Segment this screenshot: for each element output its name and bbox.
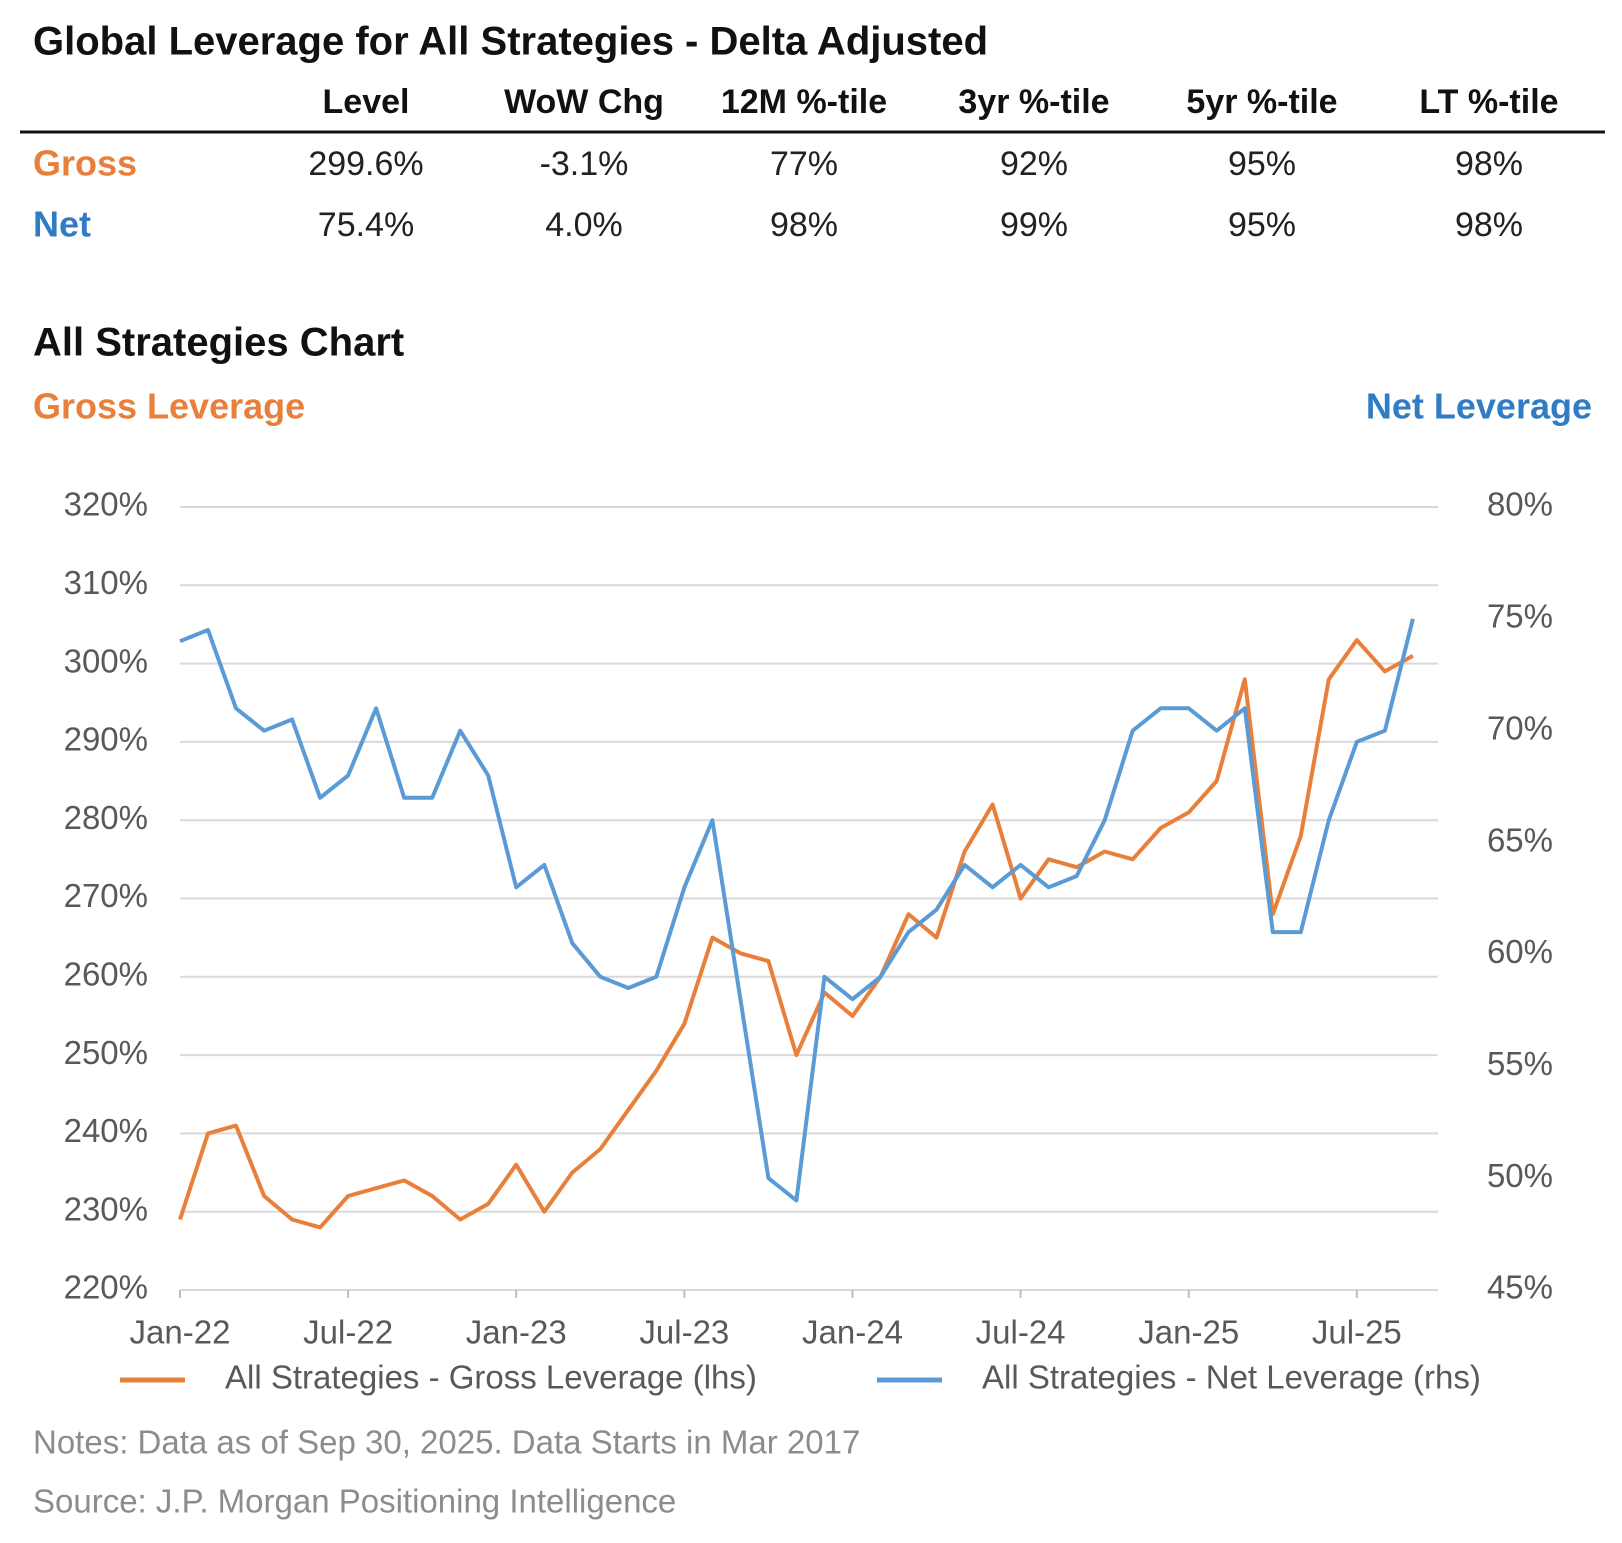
y-tick-label: 250% — [64, 1034, 148, 1071]
series-line — [178, 638, 1414, 1230]
source: Source: J.P. Morgan Positioning Intellig… — [33, 1483, 676, 1520]
y2-tick-label: 75% — [1487, 598, 1553, 635]
x-tick-label: Jan-24 — [802, 1314, 903, 1351]
x-tick-label: Jul-24 — [976, 1314, 1066, 1351]
x-tick-label: Jul-23 — [639, 1314, 729, 1351]
y-tick-label: 240% — [64, 1112, 148, 1149]
table-cell: 95% — [1228, 206, 1296, 244]
y-tick-label: 220% — [64, 1269, 148, 1306]
table-cell: 98% — [1455, 206, 1523, 244]
y2-tick-label: 65% — [1487, 821, 1553, 858]
x-tick-label: Jul-25 — [1312, 1314, 1402, 1351]
page-title: Global Leverage for All Strategies - Del… — [33, 20, 988, 64]
x-tick-label: Jan-22 — [130, 1314, 231, 1351]
table-header: 5yr %-tile — [1186, 83, 1337, 121]
table-cell: 95% — [1228, 145, 1296, 183]
series-line — [179, 618, 1415, 1203]
legend-label: All Strategies - Gross Leverage (lhs) — [225, 1359, 757, 1396]
table-cell: 98% — [1455, 145, 1523, 183]
table-cell: 4.0% — [545, 206, 623, 244]
legend-label: All Strategies - Net Leverage (rhs) — [982, 1359, 1481, 1396]
table-header: 3yr %-tile — [958, 83, 1109, 121]
y2-tick-label: 70% — [1487, 709, 1553, 746]
table-header: WoW Chg — [504, 83, 664, 121]
y2-tick-label: 55% — [1487, 1045, 1553, 1082]
table-cell: 99% — [1000, 206, 1068, 244]
table-header: LT %-tile — [1419, 83, 1558, 121]
y-tick-label: 280% — [64, 799, 148, 836]
table-cell: 299.6% — [308, 145, 423, 183]
table-cell: 98% — [770, 206, 838, 244]
x-tick-label: Jan-23 — [466, 1314, 567, 1351]
y2-axis-title: Net Leverage — [1366, 386, 1592, 427]
y-tick-label: 310% — [64, 564, 148, 601]
y2-tick-label: 50% — [1487, 1157, 1553, 1194]
chart-title: All Strategies Chart — [33, 321, 404, 365]
y-tick-label: 300% — [64, 642, 148, 679]
x-tick-label: Jul-22 — [303, 1314, 393, 1351]
table-header: 12M %-tile — [721, 83, 887, 121]
y2-tick-label: 80% — [1487, 486, 1553, 523]
y-tick-label: 230% — [64, 1190, 148, 1227]
y-tick-label: 320% — [64, 486, 148, 523]
table-header: Level — [323, 83, 410, 121]
y-tick-label: 260% — [64, 956, 148, 993]
y-tick-label: 290% — [64, 721, 148, 758]
table-cell: 77% — [770, 145, 838, 183]
row-label: Net — [33, 204, 91, 245]
table-cell: -3.1% — [540, 145, 629, 183]
x-tick-label: Jan-25 — [1138, 1314, 1239, 1351]
y2-tick-label: 60% — [1487, 933, 1553, 970]
y2-tick-label: 45% — [1487, 1269, 1553, 1306]
row-label: Gross — [33, 143, 137, 184]
notes: Notes: Data as of Sep 30, 2025. Data Sta… — [33, 1424, 860, 1461]
y-tick-label: 270% — [64, 877, 148, 914]
table-cell: 92% — [1000, 145, 1068, 183]
table-cell: 75.4% — [318, 206, 414, 244]
y-axis-title: Gross Leverage — [33, 386, 305, 427]
